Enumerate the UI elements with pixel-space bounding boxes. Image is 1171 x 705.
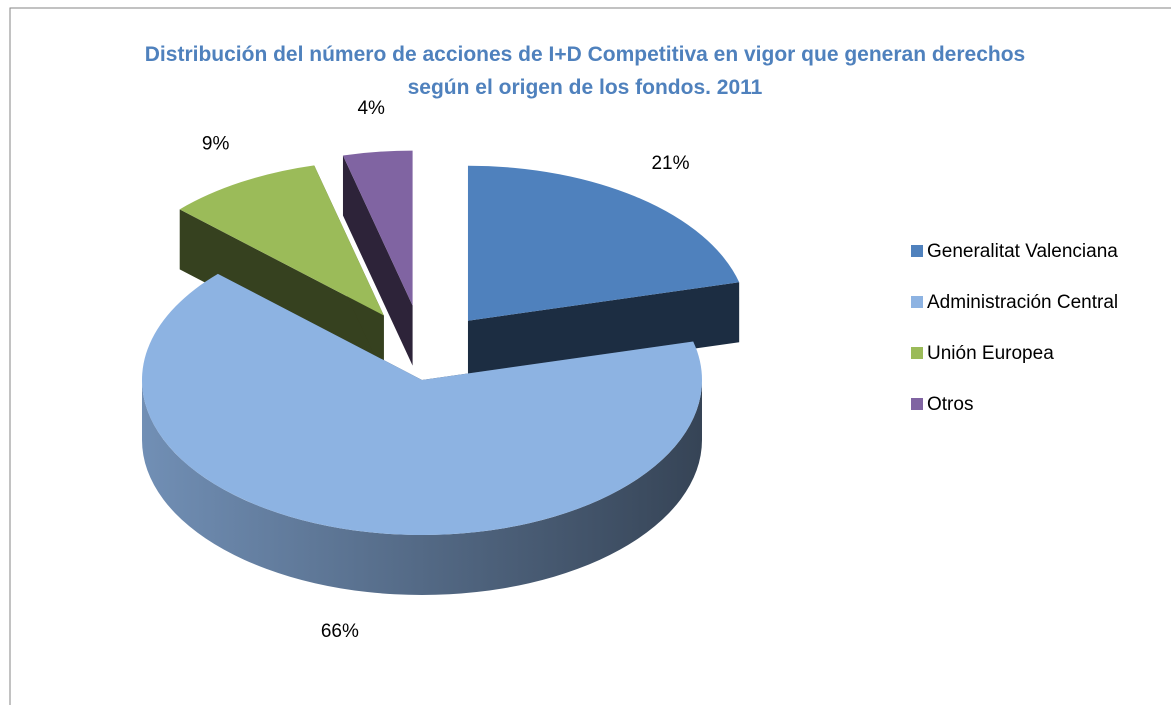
chart-title: Distribución del número de acciones de I…: [144, 43, 1026, 99]
slice: [467, 165, 740, 321]
legend-label: Administración Central: [927, 292, 1118, 313]
legend-swatch: [911, 398, 923, 410]
legend-label: Generalitat Valenciana: [927, 241, 1118, 262]
data-label: 9%: [202, 134, 230, 155]
legend-swatch: [911, 347, 923, 359]
data-label: 4%: [357, 98, 385, 119]
legend-label: Unión Europea: [927, 343, 1054, 364]
slice: [179, 165, 384, 316]
slice: [142, 273, 702, 535]
data-label: 21%: [651, 153, 689, 174]
legend-swatch: [911, 296, 923, 308]
legend-swatch: [911, 245, 923, 257]
data-label: 66%: [321, 621, 359, 642]
slice: [342, 150, 413, 306]
legend-label: Otros: [927, 394, 973, 415]
slice-side: [467, 282, 740, 381]
slice-side: [342, 155, 413, 366]
slice-wall: [142, 380, 702, 595]
